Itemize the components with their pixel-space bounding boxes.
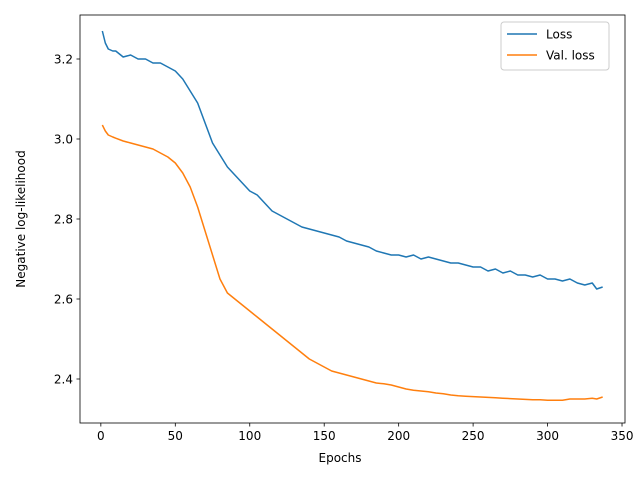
y-axis-ticks: 2.4 2.6 2.8 3.0 3.2	[54, 53, 80, 387]
x-tick-label: 150	[313, 429, 336, 443]
plot-area	[80, 15, 625, 423]
series-line-loss	[101, 30, 603, 290]
x-tick-label: 250	[462, 429, 485, 443]
x-tick-label: 350	[611, 429, 634, 443]
y-tick-label: 3.0	[54, 133, 73, 147]
x-axis-ticks: 0 50 100 150 200 250 300 350	[97, 423, 633, 443]
x-tick-label: 200	[387, 429, 410, 443]
y-axis-label: Negative log-likelihood	[14, 150, 28, 287]
y-tick-label: 2.8	[54, 213, 73, 227]
y-tick-label: 3.2	[54, 53, 73, 67]
x-tick-label: 50	[168, 429, 183, 443]
legend: Loss Val. loss	[500, 21, 610, 71]
x-tick-label: 300	[536, 429, 559, 443]
legend-label-loss: Loss	[546, 28, 572, 42]
series-line-val-loss	[101, 124, 603, 401]
y-tick-label: 2.4	[54, 373, 73, 387]
series-layer	[101, 30, 603, 401]
legend-label-val-loss: Val. loss	[546, 49, 595, 63]
y-tick-label: 2.6	[54, 293, 73, 307]
x-tick-label: 100	[238, 429, 261, 443]
x-tick-label: 0	[97, 429, 105, 443]
x-axis-label: Epochs	[319, 451, 362, 465]
